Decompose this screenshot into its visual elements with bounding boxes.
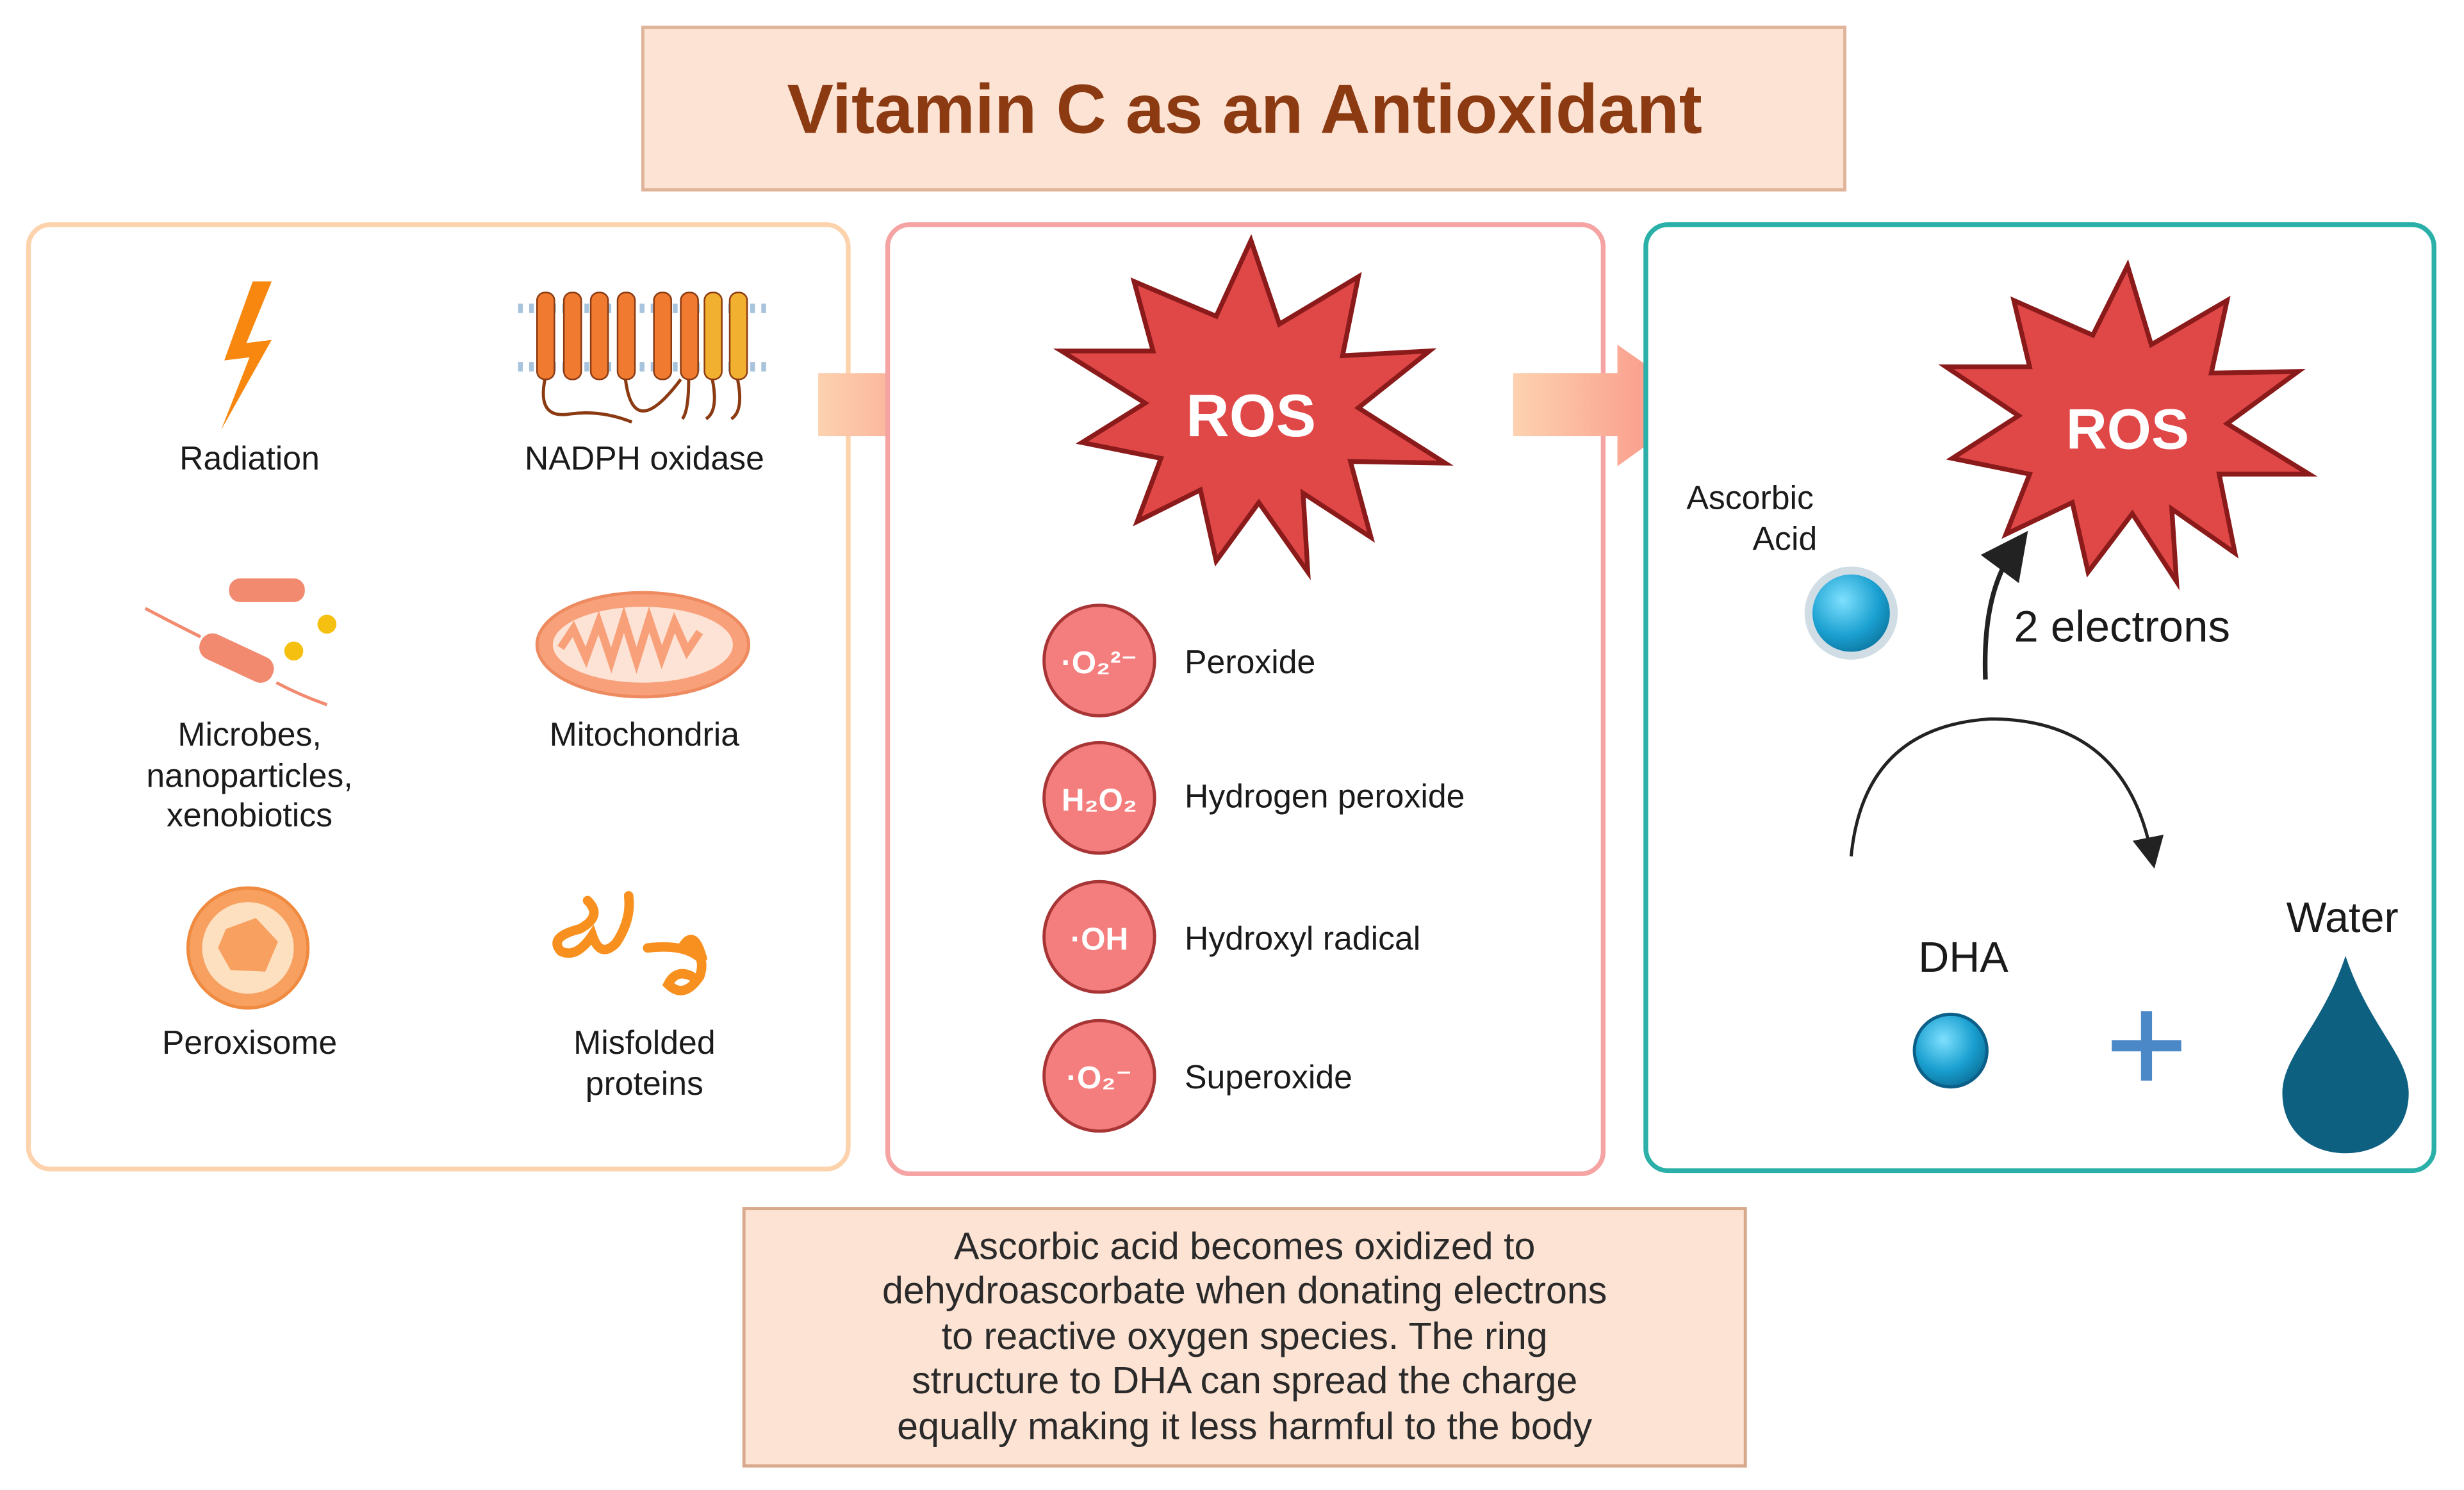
ros-species-hydrogen-peroxide: H₂O₂ Hydrogen peroxide — [1042, 741, 1465, 855]
ascorbic-label-2: Acid — [1753, 520, 1818, 557]
name-peroxide: Peroxide — [1185, 643, 1315, 680]
formula-hydroxyl: ·OH — [1071, 921, 1128, 956]
ros-label-2: ROS — [2066, 398, 2189, 461]
misfolded-proteins-icon — [552, 891, 708, 995]
mitochondria-icon — [535, 591, 751, 699]
curved-arrow-icon — [1849, 717, 2164, 869]
title-box: Vitamin C as an Antioxidant — [641, 26, 1847, 192]
reaction-panel: ROS Ascorbic Acid 2 electrons DHA Water — [1643, 222, 2436, 1174]
label-radiation: Radiation — [179, 439, 320, 477]
label-nadph: NADPH oxidase — [525, 439, 764, 477]
formula-peroxide: ·O₂²⁻ — [1061, 645, 1137, 680]
electron-arrow-icon — [1980, 530, 2028, 680]
caption-line: dehydroascorbate when donating electrons — [882, 1269, 1607, 1312]
name-superoxide: Superoxide — [1185, 1058, 1352, 1095]
name-hydrogen-peroxide: Hydrogen peroxide — [1185, 777, 1465, 814]
caption-line: to reactive oxygen species. The ring — [942, 1314, 1548, 1357]
caption-line: Ascorbic acid becomes oxidized to — [954, 1224, 1536, 1267]
nadph-oxidase-icon — [518, 291, 771, 424]
dha-label: DHA — [1918, 934, 2008, 981]
ros-burst-icon — [1053, 234, 1454, 580]
formula-superoxide: ·O₂⁻ — [1067, 1060, 1133, 1095]
label-mitochondria: Mitochondria — [550, 716, 740, 753]
ros-burst-icon — [1938, 259, 2318, 591]
ros-sources-panel: Radiation NADPH oxidase Microbes, nanopa… — [26, 222, 851, 1172]
ros-species-peroxide: ·O₂²⁻ Peroxide — [1042, 603, 1315, 717]
peroxisome-icon — [186, 886, 310, 1010]
lightning-icon — [221, 281, 272, 430]
plus-icon — [2112, 1011, 2181, 1081]
label-misfolded-2: proteins — [586, 1065, 703, 1102]
ascorbic-acid-molecule-icon — [1804, 566, 1898, 660]
electrons-label: 2 electrons — [2014, 602, 2230, 651]
ros-species-hydroxyl: ·OH Hydroxyl radical — [1042, 880, 1420, 994]
label-microbes-1: Microbes, — [177, 716, 321, 753]
water-label: Water — [2287, 894, 2399, 942]
caption-line: structure to DHA can spread the charge — [912, 1359, 1577, 1402]
ascorbic-label-1: Ascorbic — [1686, 479, 1814, 516]
microbes-icon — [144, 578, 337, 707]
label-microbes-2: nanoparticles, — [146, 757, 352, 794]
ros-species-superoxide: ·O₂⁻ Superoxide — [1042, 1019, 1352, 1133]
name-hydroxyl: Hydroxyl radical — [1185, 919, 1420, 956]
caption-line: equally making it less harmful to the bo… — [897, 1405, 1593, 1448]
ros-label: ROS — [1186, 382, 1316, 449]
ros-panel: ROS ·O₂²⁻ Peroxide H₂O₂ Hydrogen peroxid… — [885, 222, 1606, 1177]
dha-molecule-icon — [1912, 1012, 1989, 1089]
formula-hydrogen-peroxide: H₂O₂ — [1062, 782, 1137, 817]
label-peroxisome: Peroxisome — [162, 1024, 337, 1061]
water-drop-icon — [2282, 956, 2409, 1154]
page-title: Vitamin C as an Antioxidant — [787, 70, 1702, 148]
label-microbes-3: xenobiotics — [167, 796, 333, 833]
caption-box: Ascorbic acid becomes oxidized to dehydr… — [742, 1207, 1747, 1468]
label-misfolded-1: Misfolded — [573, 1024, 716, 1061]
